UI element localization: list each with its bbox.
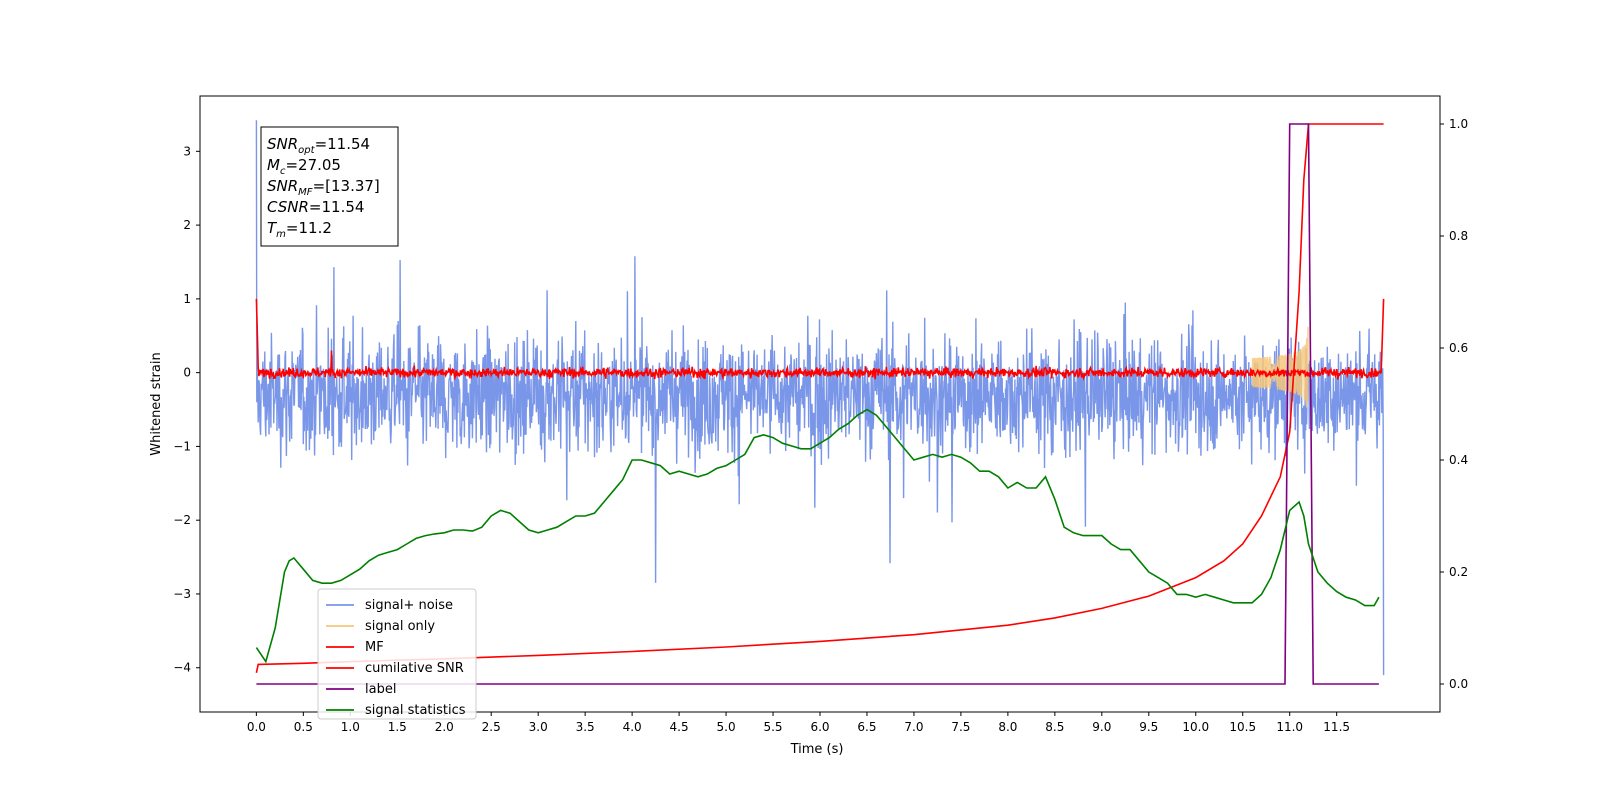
x-tick-label: 2.0 bbox=[435, 720, 454, 734]
x-tick-label: 5.5 bbox=[763, 720, 782, 734]
series-label bbox=[256, 123, 1379, 685]
y-tick-label: 0 bbox=[183, 366, 191, 380]
y-axis-right: 0.0 0.2 0.4 0.6 0.8 1.0 bbox=[1440, 117, 1468, 691]
x-tick-label: 9.0 bbox=[1092, 720, 1111, 734]
annotation-line: CSNR=11.54 bbox=[267, 198, 364, 216]
legend-label: signal statistics bbox=[365, 703, 466, 718]
legend-label: label bbox=[365, 682, 396, 697]
y-axis-label: Whitened strain bbox=[149, 352, 164, 455]
y2-tick-label: 0.8 bbox=[1449, 229, 1468, 243]
legend-label: MF bbox=[365, 640, 384, 655]
y2-tick-label: 0.6 bbox=[1449, 341, 1468, 355]
y-tick-label: 1 bbox=[183, 292, 191, 306]
annotation-line: SNRMF=[13.37] bbox=[267, 177, 380, 198]
legend-label: signal only bbox=[365, 619, 435, 634]
x-tick-label: 3.0 bbox=[529, 720, 548, 734]
x-tick-label: 6.0 bbox=[810, 720, 829, 734]
series-signal-only bbox=[1251, 326, 1312, 408]
x-axis: 0.0 0.5 1.0 1.5 2.0 2.5 3.0 3.5 4.0 4.5 5.0 5.5 6.0 6… bbox=[247, 712, 1350, 734]
x-tick-label: 5.0 bbox=[717, 720, 736, 734]
y2-tick-label: 1.0 bbox=[1449, 117, 1468, 131]
series-signal-noise bbox=[255, 120, 1385, 676]
x-tick-label: 11.0 bbox=[1276, 720, 1303, 734]
legend: signal+ noise signal only MF cumilative SNR… bbox=[317, 588, 477, 720]
x-tick-label: 8.5 bbox=[1045, 720, 1064, 734]
x-axis-label: Time (s) bbox=[790, 742, 844, 757]
x-tick-label: 6.5 bbox=[857, 720, 876, 734]
annotation-box: SNRopt=11.54Mc=27.05SNRMF=[13.37]CSNR=11… bbox=[260, 126, 399, 247]
x-tick-label: 4.5 bbox=[670, 720, 689, 734]
x-tick-label: 1.5 bbox=[388, 720, 407, 734]
y-tick-label: −1 bbox=[173, 439, 191, 453]
x-tick-label: 10.0 bbox=[1182, 720, 1209, 734]
x-tick-label: 0.5 bbox=[294, 720, 313, 734]
annotation-line: Tm=11.2 bbox=[267, 219, 332, 240]
y2-tick-label: 0.2 bbox=[1449, 565, 1468, 579]
x-tick-label: 7.0 bbox=[904, 720, 923, 734]
x-tick-label: 8.0 bbox=[998, 720, 1017, 734]
y-tick-label: −4 bbox=[173, 661, 191, 675]
x-tick-label: 10.5 bbox=[1229, 720, 1256, 734]
x-tick-label: 11.5 bbox=[1323, 720, 1350, 734]
y-axis-left: −4 −3 −2 −1 0 1 2 3 bbox=[173, 144, 200, 675]
annotation-line: Mc=27.05 bbox=[267, 156, 341, 177]
x-tick-label: 2.5 bbox=[482, 720, 501, 734]
legend-label: cumilative SNR bbox=[365, 661, 464, 676]
annotation-line: SNRopt=11.54 bbox=[267, 135, 370, 156]
x-tick-label: 0.0 bbox=[247, 720, 266, 734]
y-tick-label: −3 bbox=[173, 587, 191, 601]
y2-tick-label: 0.0 bbox=[1449, 677, 1468, 691]
y-tick-label: 2 bbox=[183, 218, 191, 232]
legend-label: signal+ noise bbox=[365, 598, 453, 613]
y-tick-label: −2 bbox=[173, 513, 191, 527]
x-tick-label: 3.5 bbox=[576, 720, 595, 734]
y-tick-label: 3 bbox=[183, 144, 191, 158]
x-tick-label: 9.5 bbox=[1139, 720, 1158, 734]
x-tick-label: 1.0 bbox=[341, 720, 360, 734]
series-mf bbox=[255, 298, 1385, 381]
x-tick-label: 4.0 bbox=[623, 720, 642, 734]
y2-tick-label: 0.4 bbox=[1449, 453, 1468, 467]
series-signal-statistics bbox=[255, 408, 1380, 664]
x-tick-label: 7.5 bbox=[951, 720, 970, 734]
